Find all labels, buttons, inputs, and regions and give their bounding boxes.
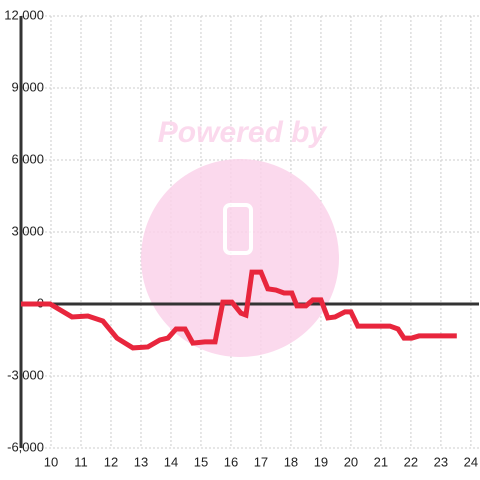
x-tick-label: 19	[314, 454, 328, 469]
watermark-text: Powered by	[158, 116, 328, 149]
y-tick-label: 3,000	[11, 223, 44, 238]
y-tick-label: 12,000	[4, 7, 44, 22]
x-tick-label: 13	[134, 454, 148, 469]
data-line	[21, 269, 457, 351]
x-tick-label: 12	[104, 454, 118, 469]
x-tick-label: 16	[224, 454, 238, 469]
x-tick-label: 21	[374, 454, 388, 469]
x-tick-label: 11	[74, 454, 88, 469]
x-tick-label: 17	[254, 454, 268, 469]
x-tick-label: 24	[464, 454, 478, 469]
x-tick-label: 18	[284, 454, 298, 469]
x-tick-label: 15	[194, 454, 208, 469]
y-tick-label: -6,000	[7, 439, 44, 454]
watermark-icon	[223, 203, 253, 255]
watermark: Powered by	[141, 116, 339, 357]
x-tick-label: 14	[164, 454, 178, 469]
y-tick-label: 6,000	[11, 151, 44, 166]
y-tick-label: -3,000	[7, 367, 44, 382]
x-tick-label: 22	[404, 454, 418, 469]
x-tick-label: 20	[344, 454, 358, 469]
x-tick-label: 23	[434, 454, 448, 469]
y-tick-label: 9,000	[11, 79, 44, 94]
x-tick-label: 10	[44, 454, 58, 469]
watermark-circle	[141, 159, 339, 357]
